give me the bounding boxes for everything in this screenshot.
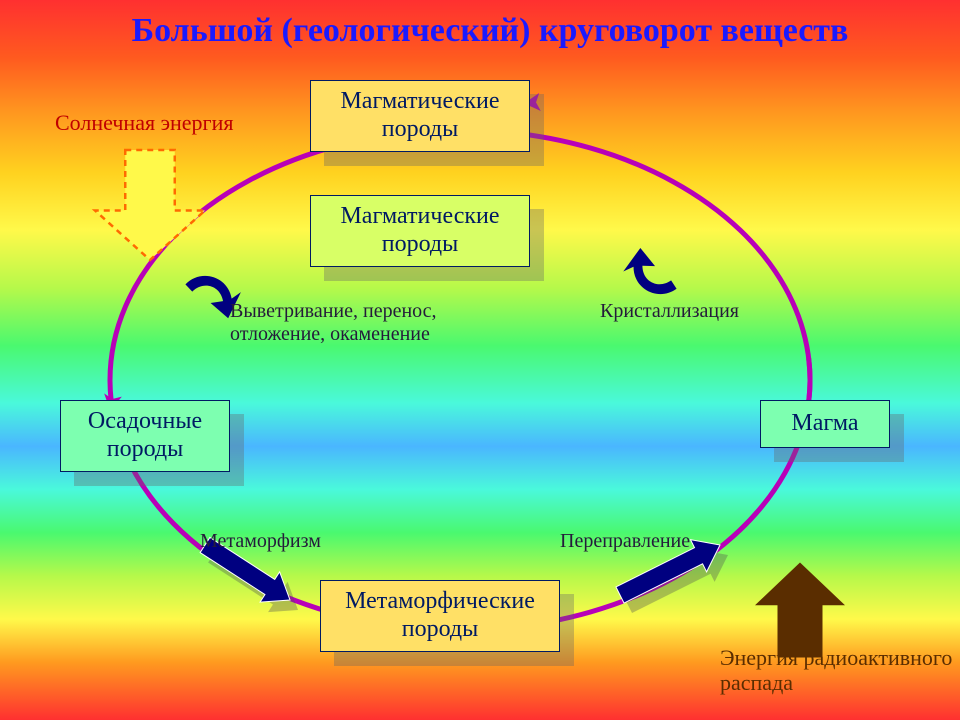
label-radio: Энергия радиоактивного распада bbox=[720, 645, 952, 696]
diagram-title: Большой (геологический) круговорот вещес… bbox=[40, 12, 940, 50]
node-box: Магма bbox=[760, 400, 890, 448]
node-box: Метаморфические породы bbox=[320, 580, 560, 652]
label-crystal: Кристаллизация bbox=[600, 300, 739, 323]
node-box: Магматические породы bbox=[310, 195, 530, 267]
solar-arrow-icon bbox=[95, 150, 205, 260]
label-remelt: Переправление bbox=[560, 530, 690, 553]
curly-arrow-icon bbox=[620, 245, 686, 300]
radio-arrow-icon bbox=[755, 563, 845, 658]
node-box: Магматические породы bbox=[310, 80, 530, 152]
label-weathering: Выветривание, перенос, отложение, окамен… bbox=[230, 300, 437, 346]
label-metamorphism: Метаморфизм bbox=[200, 530, 321, 553]
label-solar: Солнечная энергия bbox=[55, 110, 233, 135]
diagram-stage: Большой (геологический) круговорот вещес… bbox=[0, 0, 960, 720]
node-box: Осадочные породы bbox=[60, 400, 230, 472]
